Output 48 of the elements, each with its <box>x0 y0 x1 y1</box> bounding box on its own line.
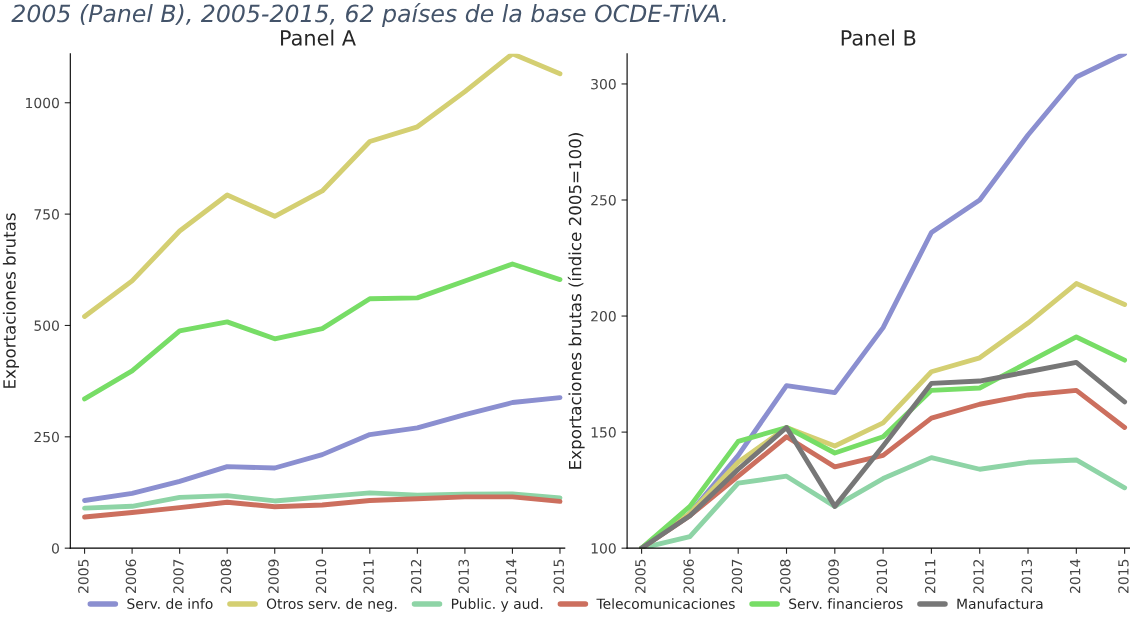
x-tick-label: 2012 <box>973 559 984 593</box>
y-axis-title: Exportaciones brutas <box>2 213 19 388</box>
chart-title: Panel A <box>281 29 356 46</box>
legend-label: Otros serv. de neg. <box>266 598 397 612</box>
text: 2005 (Panel B), 2005-2015, 62 países de la base OCDE-TiVA. <box>11 3 726 27</box>
legend-label: Serv. de info <box>127 598 213 609</box>
y-tick-label: 100 <box>591 543 616 554</box>
line-series <box>82 490 563 511</box>
legend-label: Public. y aud. <box>451 598 543 612</box>
y-tick-label: 750 <box>34 209 59 220</box>
x-tick-label: 2015 <box>1118 559 1129 593</box>
x-tick-label: 2007 <box>173 559 184 593</box>
y-tick-label: 500 <box>34 320 59 331</box>
line-series <box>82 395 563 503</box>
x-tick-label: 2012 <box>410 559 422 593</box>
x-tick-label: 2013 <box>1021 559 1033 593</box>
x-tick-label: 2010 <box>876 559 888 593</box>
line-series <box>82 494 563 520</box>
x-tick-label: 2006 <box>683 559 694 593</box>
x-tick-label: 2010 <box>315 559 327 593</box>
x-tick-label: 2013 <box>458 559 469 593</box>
y-tick-label: 150 <box>591 427 616 438</box>
y-tick-label: 200 <box>591 311 616 322</box>
x-tick-label: 2011 <box>363 559 374 593</box>
y-tick-label: 300 <box>591 78 616 90</box>
x-tick-label: 2005 <box>78 559 89 593</box>
x-tick-label: 2014 <box>505 559 517 593</box>
x-tick-label: 2009 <box>268 559 279 593</box>
y-tick-label: 250 <box>591 194 616 206</box>
line-series <box>82 261 563 402</box>
line-series <box>82 53 563 319</box>
x-tick-label: 2007 <box>731 559 743 593</box>
x-tick-label: 2014 <box>1069 559 1081 593</box>
legend-label: Serv. financieros <box>789 598 903 609</box>
x-tick-label: 2015 <box>553 559 565 593</box>
chart-title: Panel B <box>841 29 916 46</box>
y-tick-label: 1000 <box>26 97 59 109</box>
y-tick-label: 0 <box>51 543 59 554</box>
y-tick-label: 250 <box>34 431 59 443</box>
x-tick-label: 2008 <box>780 559 791 593</box>
x-tick-label: 2009 <box>828 559 839 593</box>
legend-label: Manufactura <box>957 598 1043 609</box>
legend-label: Telecomunicaciones <box>596 598 735 609</box>
x-tick-label: 2006 <box>125 559 137 593</box>
y-axis-title: Exportaciones brutas (índice 2005=100) <box>567 133 585 469</box>
x-tick-label: 2005 <box>635 559 646 593</box>
x-tick-label: 2008 <box>220 559 232 593</box>
x-tick-label: 2011 <box>924 559 936 593</box>
